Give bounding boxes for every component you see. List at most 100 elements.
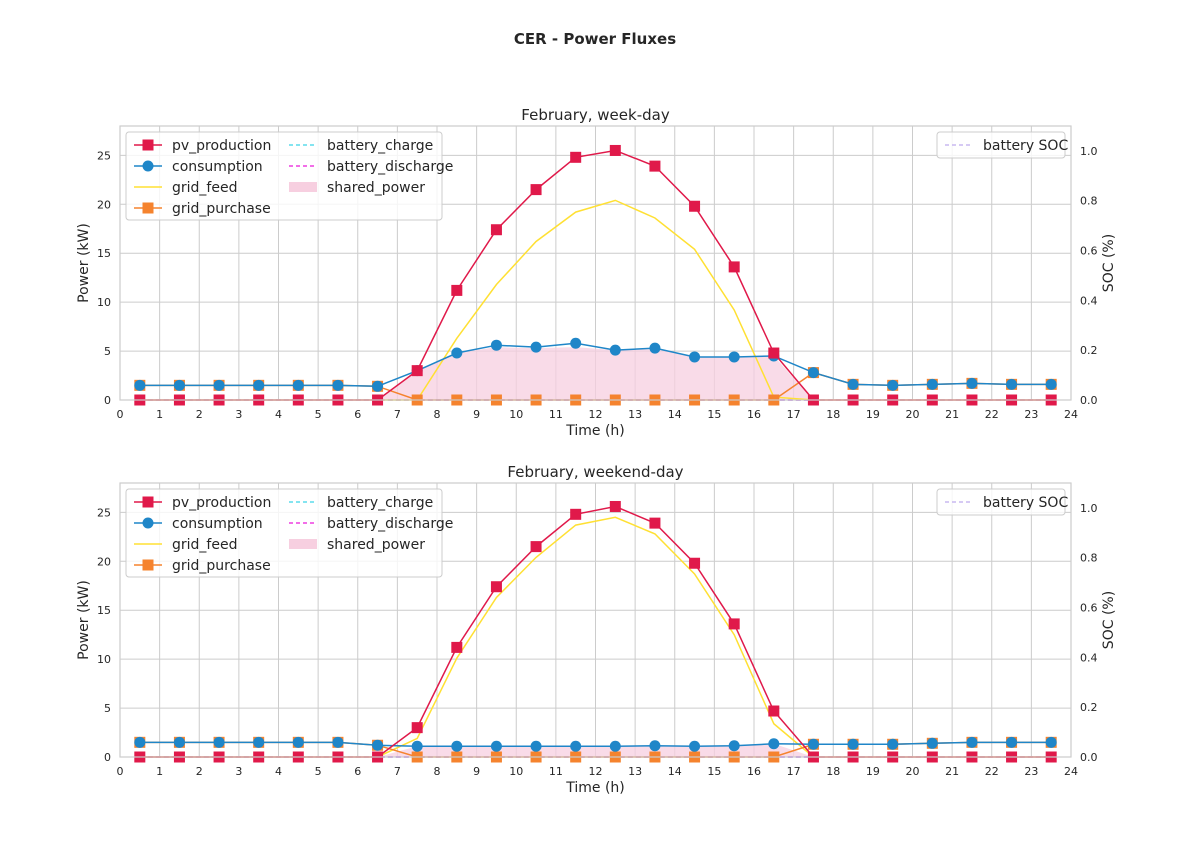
chart-1-x-tick-label: 18: [826, 765, 840, 778]
chart-1-legend-pv-production-label: pv_production: [172, 495, 271, 511]
chart-1-y2-tick-label: 0.6: [1080, 602, 1098, 615]
chart-0-consumption-point: [609, 344, 621, 356]
chart-0-x-tick-label: 24: [1064, 408, 1078, 421]
chart-1-x-tick-label: 2: [196, 765, 203, 778]
chart-1-legend-soc-box: [936, 488, 1066, 516]
chart-1-y-tick-label: 15: [97, 604, 111, 617]
chart-1-consumption-point: [966, 736, 978, 748]
chart-1-consumption-point: [768, 738, 780, 750]
chart-1-x-tick-label: 20: [906, 765, 920, 778]
chart-0-x-tick-label: 8: [434, 408, 441, 421]
chart-0-legend-battery-discharge-label: battery_discharge: [327, 159, 453, 175]
chart-1-x-tick-label: 10: [509, 765, 523, 778]
chart-1-x-tick-label: 17: [787, 765, 801, 778]
chart-0-consumption-point: [1006, 378, 1018, 390]
chart-0-consumption-point: [292, 379, 304, 391]
chart-0-consumption-point: [253, 379, 265, 391]
chart-0-x-tick-label: 10: [509, 408, 523, 421]
chart-1-legend-consumption-marker: [142, 517, 154, 529]
chart-0-x-tick-label: 14: [668, 408, 682, 421]
chart-0-consumption-point: [332, 379, 344, 391]
chart-0-legend-grid-feed-label: grid_feed: [172, 180, 237, 196]
chart-0-pv-production-point: [689, 200, 701, 212]
chart-1-x-tick-label: 11: [549, 765, 563, 778]
chart-1-y2-tick-label: 0.8: [1080, 552, 1098, 565]
chart-1-x-tick-label: 7: [394, 765, 401, 778]
chart-0-frame: [119, 125, 1072, 401]
chart-0-x-tick-label: 5: [315, 408, 322, 421]
chart-0-x-tick-label: 1: [156, 408, 163, 421]
chart-1-consumption-point: [530, 740, 542, 752]
chart-0-x-tick-label: 23: [1024, 408, 1038, 421]
chart-0-y-tick-label: 0: [104, 394, 111, 407]
chart-1-legend-shared-power-swatch: [289, 539, 317, 549]
chart-1-x-tick-label: 0: [117, 765, 124, 778]
chart-0-x-tick-label: 0: [117, 408, 124, 421]
chart-0-axes: 0 1 2 3 4 5 6 7 8 9 10 11 12 13 14 15 16 17 18 19 20 21 22 23 24…: [76, 106, 1117, 439]
chart-1-y-tick-label: 25: [97, 506, 111, 519]
chart-0-consumption-point: [689, 351, 701, 363]
chart-0-consumption-point: [966, 377, 978, 389]
chart-0-legend: pv_production consumption grid_feed grid_pu…: [125, 131, 453, 221]
chart-0-consumption-point: [728, 351, 740, 363]
chart-1-consumption-point: [1045, 736, 1057, 748]
chart-0-y-axis-label: Power (kW): [76, 223, 92, 303]
chart-0-y-tick-label: 20: [97, 198, 111, 211]
chart-1-consumption-point: [134, 736, 146, 748]
chart-1-consumption-point: [807, 738, 819, 750]
chart-0-pv-production-point: [411, 365, 423, 377]
chart-1-y2-axis-label: SOC (%): [1101, 591, 1117, 649]
chart-1-consumption-point: [570, 740, 582, 752]
chart-1-legend-grid-purchase-label: grid_purchase: [172, 558, 271, 574]
chart-0-x-tick-label: 17: [787, 408, 801, 421]
chart-0-legend-battery-soc-label: battery SOC: [983, 138, 1068, 154]
chart-0-legend-grid-purchase-label: grid_purchase: [172, 201, 271, 217]
chart-0-pv-production-point: [530, 184, 542, 196]
chart-0-legend-pv-production-label: pv_production: [172, 138, 271, 154]
chart-1-legend-battery-discharge-label: battery_discharge: [327, 516, 453, 532]
chart-0-x-tick-label: 6: [354, 408, 361, 421]
chart-1-consumption-point: [213, 736, 225, 748]
chart-1-pv-production-point: [768, 705, 780, 717]
chart-1-consumption-point: [847, 738, 859, 750]
chart-1-legend-box: [125, 488, 443, 578]
chart-1-legend-shared-power-label: shared_power: [327, 537, 425, 553]
chart-0-pv-production-point: [451, 284, 463, 296]
chart-0-y-tick-label: 15: [97, 247, 111, 260]
chart-0-consumption-point: [847, 378, 859, 390]
chart-1-consumption-point: [173, 736, 185, 748]
chart-1-consumption-line: [139, 741, 1052, 747]
chart-1-consumption-point: [490, 740, 502, 752]
chart-0-y2-tick-label: 0.8: [1080, 195, 1098, 208]
chart-1-y2-tick-label: 0.2: [1080, 701, 1098, 714]
chart-1-legend-battery-soc-label: battery SOC: [983, 495, 1068, 511]
chart-0-y-tick-label: 25: [97, 149, 111, 162]
chart-1-pv-production-point: [490, 581, 502, 593]
chart-0-x-tick-label: 2: [196, 408, 203, 421]
chart-1-x-tick-label: 1: [156, 765, 163, 778]
chart-1-x-tick-label: 9: [473, 765, 480, 778]
chart-1-consumption-point: [926, 737, 938, 749]
chart-0-x-tick-label: 13: [628, 408, 642, 421]
chart-1-pv-production-point: [649, 517, 661, 529]
chart-0-x-tick-label: 18: [826, 408, 840, 421]
chart-1-consumption-point: [649, 740, 661, 752]
chart-1-x-tick-label: 22: [985, 765, 999, 778]
chart-0-x-tick-label: 20: [906, 408, 920, 421]
chart-0-consumption-point: [490, 339, 502, 351]
chart-0-consumption-point: [570, 337, 582, 349]
chart-1-consumption-point: [332, 736, 344, 748]
chart-1-x-tick-label: 24: [1064, 765, 1078, 778]
chart-0-title: February, week-day: [521, 106, 670, 124]
chart-0-consumption-point: [887, 379, 899, 391]
chart-1-consumption-point: [609, 740, 621, 752]
chart-1-y-axis-label: Power (kW): [76, 580, 92, 660]
chart-0-consumption-point: [451, 347, 463, 359]
chart-0-legend-soc: battery SOC: [936, 131, 1068, 159]
chart-0-y2-tick-label: 0.0: [1080, 394, 1098, 407]
chart-0-legend-shared-power-swatch: [289, 182, 317, 192]
chart-0-x-tick-label: 3: [235, 408, 242, 421]
chart-0-x-tick-label: 22: [985, 408, 999, 421]
